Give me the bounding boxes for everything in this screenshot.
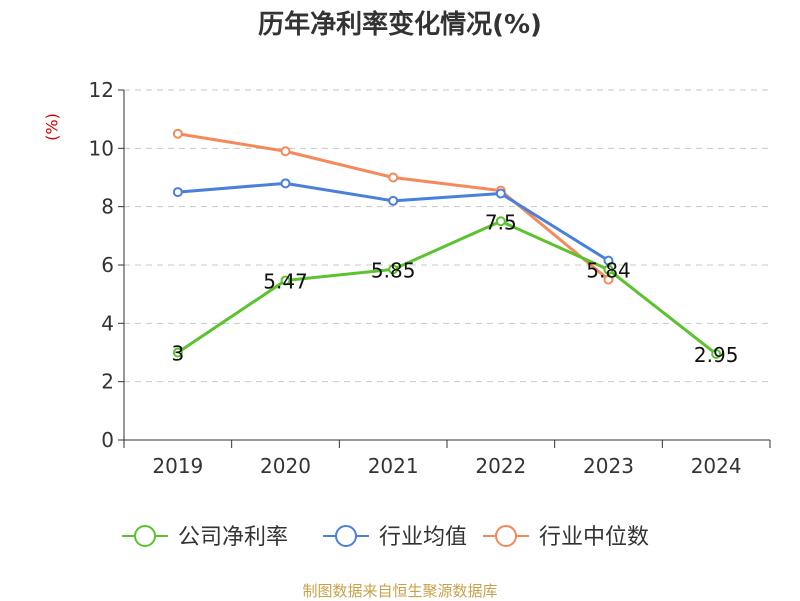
data-point bbox=[388, 195, 399, 206]
data-point bbox=[280, 178, 291, 189]
axes: 0 2 4 6 8 10 12 2019 2020 2021 2022 2023 2024 bbox=[89, 78, 771, 478]
data-point bbox=[172, 128, 183, 139]
data-point bbox=[603, 264, 614, 275]
data-point bbox=[711, 348, 722, 359]
data-point bbox=[603, 274, 614, 285]
legend: 公司净利率 行业均值 行业中位数 bbox=[122, 525, 649, 550]
grid-lines bbox=[124, 89, 770, 383]
data-point bbox=[603, 255, 614, 266]
x-tick-label: 2020 bbox=[260, 454, 311, 478]
series-line bbox=[177, 181, 610, 262]
data-point bbox=[280, 146, 291, 157]
y-tick-label: 12 bbox=[89, 78, 114, 102]
legend-marker bbox=[495, 525, 517, 547]
y-tick-label: 2 bbox=[101, 370, 114, 394]
legend-label: 行业中位数 bbox=[539, 525, 649, 550]
x-tick-label: 2024 bbox=[691, 454, 742, 478]
legend-marker bbox=[335, 525, 357, 547]
legend-marker bbox=[134, 525, 156, 547]
source-note: 制图数据来自恒生聚源数据库 bbox=[302, 582, 498, 600]
chart-title: 历年净利率变化情况(%) bbox=[258, 10, 542, 40]
data-label: 5.47 bbox=[263, 269, 308, 293]
x-tick-label: 2023 bbox=[583, 454, 634, 478]
data-point bbox=[280, 275, 291, 286]
y-tick-label: 4 bbox=[101, 311, 114, 335]
data-label: 3 bbox=[171, 342, 184, 366]
data-point bbox=[388, 172, 399, 183]
data-point bbox=[495, 216, 506, 227]
x-tick-label: 2022 bbox=[475, 454, 526, 478]
y-tick-label: 8 bbox=[101, 195, 114, 219]
legend-label: 行业均值 bbox=[379, 525, 467, 550]
data-point bbox=[388, 264, 399, 275]
data-label: 5.84 bbox=[586, 259, 631, 283]
data-labels: 3 5.47 5.85 7.5 5.84 2.95 bbox=[171, 210, 738, 367]
series-line bbox=[176, 219, 718, 356]
y-tick-label: 6 bbox=[101, 253, 114, 277]
y-tick-label: 0 bbox=[101, 428, 114, 452]
data-label: 2.95 bbox=[694, 343, 739, 367]
x-tick-label: 2019 bbox=[152, 454, 203, 478]
series-lines bbox=[172, 128, 722, 359]
legend-label: 公司净利率 bbox=[178, 525, 288, 550]
data-point bbox=[172, 187, 183, 198]
data-label: 7.5 bbox=[485, 210, 517, 234]
y-tick-label: 10 bbox=[89, 136, 114, 160]
data-label: 5.85 bbox=[371, 258, 416, 282]
data-point bbox=[495, 188, 506, 199]
x-tick-label: 2021 bbox=[368, 454, 419, 478]
data-point bbox=[172, 347, 183, 358]
